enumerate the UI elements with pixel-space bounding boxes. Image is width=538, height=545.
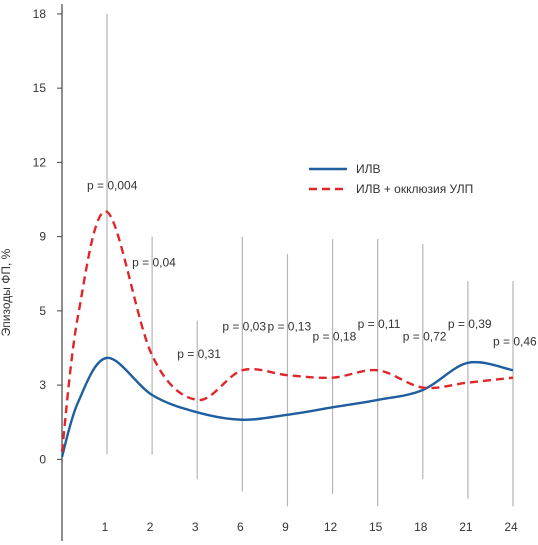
y-axis-title: Эпизоды ФП, % xyxy=(0,248,13,336)
legend-label-1: ИЛВ xyxy=(356,162,381,176)
y-tick-label: 9 xyxy=(39,230,46,244)
p-value-label: p = 0,39 xyxy=(448,317,492,331)
y-axis: 0 3 5 9 12 15 18 xyxy=(33,4,63,541)
p-value-label: p = 0,72 xyxy=(403,330,447,344)
p-value-label: p = 0,18 xyxy=(313,330,357,344)
y-tick-label: 3 xyxy=(39,378,46,392)
legend: ИЛВ ИЛВ + окклюзия УЛП xyxy=(309,162,473,196)
y-tick-label: 12 xyxy=(33,155,47,169)
x-axis-labels: 1 2 3 6 9 12 15 18 21 24 xyxy=(102,520,518,534)
p-value-label: p = 0,03 xyxy=(222,320,266,334)
series-line-2 xyxy=(60,210,514,453)
y-tick-label: 15 xyxy=(33,81,47,95)
x-tick-label: 9 xyxy=(282,520,289,534)
x-tick-label: 6 xyxy=(237,520,244,534)
x-tick-label: 12 xyxy=(324,520,338,534)
p-value-label: p = 0,46 xyxy=(493,335,537,349)
p-value-label: p = 0,004 xyxy=(87,179,138,193)
x-tick-label: 21 xyxy=(459,520,473,534)
error-bars xyxy=(106,13,514,507)
y-tick-label: 0 xyxy=(39,452,46,466)
x-tick-label: 3 xyxy=(192,520,199,534)
x-tick-label: 24 xyxy=(504,520,518,534)
x-tick-label: 15 xyxy=(369,520,383,534)
y-tick-label: 18 xyxy=(33,7,47,21)
y-tick-label: 5 xyxy=(39,304,46,318)
p-value-label: p = 0,13 xyxy=(267,320,311,334)
x-tick-label: 18 xyxy=(414,520,428,534)
p-value-label: p = 0,31 xyxy=(177,347,221,361)
p-value-label: p = 0,11 xyxy=(358,317,401,331)
legend-label-2: ИЛВ + окклюзия УЛП xyxy=(356,182,473,196)
x-tick-label: 1 xyxy=(102,520,109,534)
x-tick-label: 2 xyxy=(147,520,154,534)
p-value-label: p = 0,04 xyxy=(132,255,176,269)
series-lines xyxy=(60,210,514,458)
